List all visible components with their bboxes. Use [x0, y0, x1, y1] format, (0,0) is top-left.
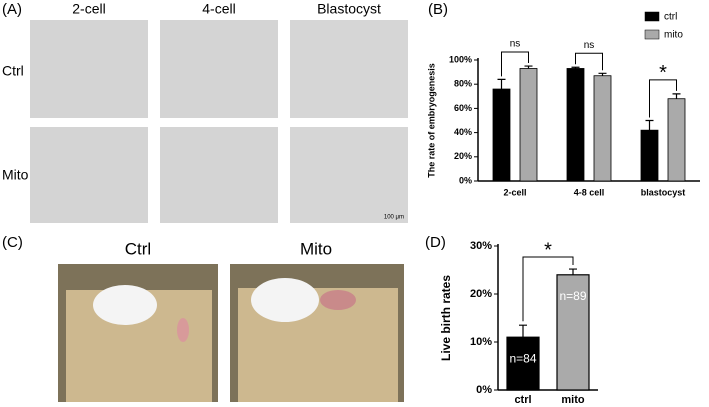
y-tick-label: 100%: [449, 54, 472, 64]
error-bar: [571, 66, 580, 69]
significance-bracket: [522, 256, 574, 322]
x-tick-label: 4-8 cell: [574, 187, 605, 197]
scale-bar-label: 100 μm: [384, 215, 404, 221]
bar: [519, 68, 538, 182]
legend-label: mito: [664, 30, 683, 41]
y-axis-label: Live birth rates: [439, 275, 453, 361]
significance-label: ns: [510, 39, 521, 50]
mouse-photos: [58, 264, 404, 402]
panel-label: (B): [428, 1, 448, 18]
embryo-images: [30, 20, 408, 223]
y-tick-label: 40%: [454, 127, 472, 137]
significance-label: *: [544, 239, 552, 261]
error-bar: [524, 65, 533, 69]
y-tick-label: 20%: [454, 151, 472, 161]
y-axis-label: The rate of embryogenesis: [426, 63, 436, 178]
legend-label: ctrl: [664, 12, 677, 23]
photo-label: Mito: [300, 239, 332, 258]
significance-label: *: [659, 62, 667, 84]
error-bar: [569, 268, 577, 275]
y-tick-label: 0%: [476, 384, 492, 396]
y-tick-label: 10%: [470, 336, 492, 348]
column-header: 4-cell: [202, 1, 235, 17]
x-tick-label: 2-cell: [503, 187, 526, 197]
y-tick-label: 80%: [454, 79, 472, 89]
error-bar: [598, 72, 607, 76]
bar: [556, 274, 590, 391]
significance-label: ns: [584, 40, 595, 51]
bar-label: n=84: [509, 351, 536, 365]
legend-swatch: [644, 11, 660, 22]
significance-bracket: [575, 52, 603, 71]
bar: [667, 98, 686, 182]
panel-label: (A): [2, 1, 22, 18]
bar: [492, 88, 511, 182]
y-tick-label: 30%: [470, 240, 492, 252]
error-bar: [519, 324, 527, 338]
error-bar: [645, 119, 654, 131]
column-header: 2-cell: [72, 1, 105, 17]
error-bar: [672, 93, 681, 99]
error-bar: [497, 78, 506, 90]
bar: [640, 129, 659, 182]
legend-swatch: [644, 29, 660, 40]
y-tick-label: 20%: [470, 288, 492, 300]
significance-bracket: [649, 79, 677, 118]
x-tick-label: ctrl: [514, 394, 531, 406]
bar: [593, 75, 612, 182]
row-label: Ctrl: [2, 63, 24, 79]
significance-bracket: [501, 51, 529, 77]
x-tick-label: mito: [561, 394, 585, 406]
column-header: Blastocyst: [317, 1, 381, 17]
x-tick-label: blastocyst: [641, 187, 686, 197]
y-tick-label: 60%: [454, 103, 472, 113]
bar: [566, 68, 585, 182]
panel-label: (C): [2, 234, 23, 251]
photo-label: Ctrl: [125, 239, 151, 258]
y-tick-label: 0%: [459, 175, 472, 185]
row-label: Mito: [2, 167, 29, 183]
bar-label: n=89: [559, 289, 586, 303]
panel-label: (D): [425, 234, 446, 251]
